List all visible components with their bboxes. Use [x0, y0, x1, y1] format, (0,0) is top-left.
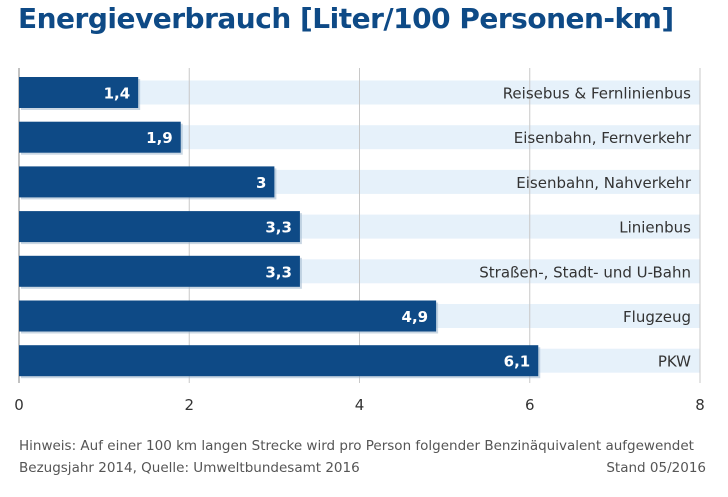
bar [19, 77, 139, 108]
category-label: PKW [658, 353, 691, 371]
category-label: Straßen-, Stadt- und U-Bahn [479, 263, 691, 281]
value-label: 3,3 [265, 263, 292, 281]
bar [19, 255, 300, 287]
x-tick-label: 0 [14, 396, 24, 414]
category-label: Eisenbahn, Nahverkehr [516, 174, 692, 192]
chart-title: Energieverbrauch [Liter/100 Personen-km] [18, 2, 674, 35]
value-label: 4,9 [402, 308, 429, 326]
category-label: Eisenbahn, Fernverkehr [514, 129, 692, 147]
bar [19, 345, 539, 377]
x-tick-label: 4 [355, 396, 365, 414]
category-label: Linienbus [619, 219, 691, 237]
bar [19, 121, 181, 153]
footnote-hint: Hinweis: Auf einer 100 km langen Strecke… [19, 438, 694, 454]
footnote-source: Bezugsjahr 2014, Quelle: Umweltbundesamt… [19, 460, 360, 476]
value-label: 6,1 [504, 353, 531, 371]
bar [19, 166, 275, 198]
x-tick-label: 8 [695, 396, 705, 414]
x-tick-label: 2 [184, 396, 194, 414]
category-label: Flugzeug [623, 308, 691, 326]
footnote-date: Stand 05/2016 [606, 460, 706, 476]
bar [19, 300, 437, 332]
value-label: 1,9 [146, 129, 173, 147]
value-label: 3 [256, 174, 266, 192]
x-tick-label: 6 [525, 396, 535, 414]
bar [19, 211, 300, 243]
value-label: 1,4 [104, 85, 131, 103]
category-label: Reisebus & Fernlinienbus [503, 85, 691, 103]
value-label: 3,3 [265, 219, 292, 237]
